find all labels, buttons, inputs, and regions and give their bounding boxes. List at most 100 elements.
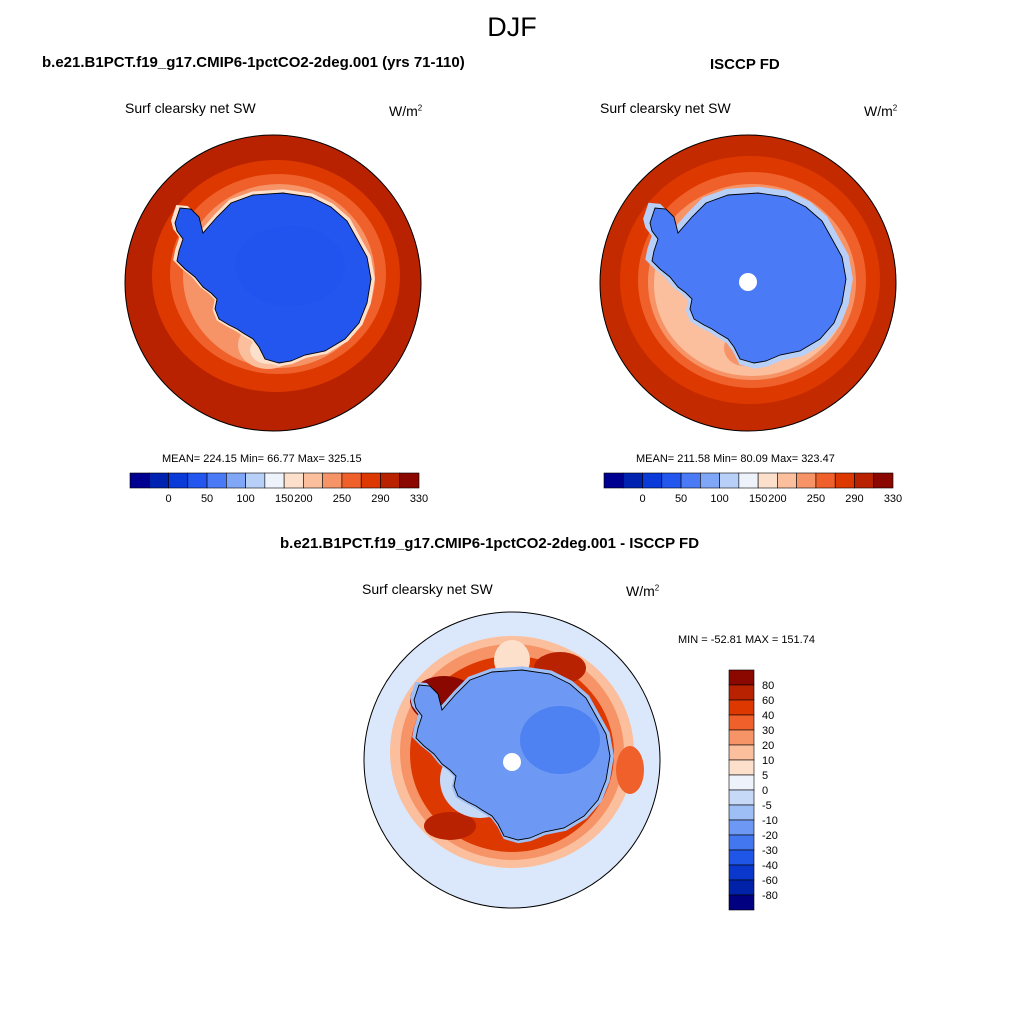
panel1-colorbar-tick: 250: [333, 493, 351, 505]
diff-colorbar-label: 10: [762, 755, 774, 767]
panel1-variable: Surf clearsky net SW: [125, 100, 256, 116]
panel2-colorbar-tick: 50: [675, 493, 687, 505]
panel2-colorbar-tick: 330: [884, 493, 902, 505]
panel2-colorbar: 0 50 100 150 200 250 290 330: [603, 472, 902, 505]
panel2-colorbar-box: [796, 472, 817, 489]
map-difference: [363, 611, 661, 909]
panel2-colorbar-tick: 250: [807, 493, 825, 505]
diff-colorbar-box: [728, 699, 755, 716]
panel1-case-title: b.e21.B1PCT.f19_g17.CMIP6-1pctCO2-2deg.0…: [42, 54, 465, 71]
panel1-colorbar-tick: 290: [371, 493, 389, 505]
map-panel1: [124, 134, 422, 432]
diff-colorbar-label: -30: [762, 845, 778, 857]
panel1-colorbar-tick: 50: [201, 493, 213, 505]
diff-colorbar-box: [728, 789, 755, 806]
panel2-colorbar-tick: 200: [768, 493, 786, 505]
diff-units: W/m2: [626, 583, 660, 599]
diff-colorbar-box: [728, 864, 755, 881]
panel1-colorbar-box: [360, 472, 381, 489]
diff-colorbar-box: [728, 744, 755, 761]
panel1-colorbar-box: [341, 472, 362, 489]
diff-variable: Surf clearsky net SW: [362, 581, 493, 597]
diff-colorbar-box: [728, 804, 755, 821]
panel2-colorbar-tick: 290: [845, 493, 863, 505]
diff-colorbar-label: 30: [762, 725, 774, 737]
panel1-units: W/m2: [389, 103, 423, 119]
p2-pole-gap: [739, 273, 757, 291]
diff-colorbar: 80 60 40 30 20 10 5 0 -5 -10 -20 -30 -40 -60 -80: [728, 669, 778, 911]
diff-colorbar-box: [728, 684, 755, 701]
diff-colorbar-label: 40: [762, 710, 774, 722]
diff-colorbar-box: [728, 774, 755, 791]
panel2-colorbar-tick: 150: [749, 493, 767, 505]
diff-map-border: [363, 611, 661, 909]
p1-map-border: [124, 134, 422, 432]
panel2-colorbar-box: [757, 472, 778, 489]
panel2-colorbar-box: [622, 472, 643, 489]
panel1-colorbar-box: [187, 472, 208, 489]
diff-colorbar-label: 5: [762, 770, 768, 782]
diff-pole-gap: [503, 753, 521, 771]
diff-colorbar-label: -5: [762, 800, 772, 812]
panel2-colorbar-box: [700, 472, 720, 489]
panel2-colorbar-tick: 0: [639, 493, 645, 505]
panel2-colorbar-box: [873, 472, 894, 489]
diff-interior-low: [520, 706, 600, 774]
diff-case-title: b.e21.B1PCT.f19_g17.CMIP6-1pctCO2-2deg.0…: [280, 535, 700, 552]
diff-colorbar-box: [728, 729, 755, 746]
panel2-stats: MEAN= 211.58 Min= 80.09 Max= 323.47: [636, 453, 835, 465]
diff-colorbar-label: 60: [762, 695, 774, 707]
diff-east-patch: [616, 746, 644, 794]
panel1-colorbar-box: [283, 472, 304, 489]
panel2-variable: Surf clearsky net SW: [600, 100, 731, 116]
panel1-colorbar-box: [129, 472, 150, 489]
panel2-colorbar-box: [738, 472, 759, 489]
diff-colorbar-label: -80: [762, 890, 778, 902]
panel1-colorbar-tick: 150: [275, 493, 293, 505]
panel2-colorbar-box: [642, 472, 663, 489]
panel1-colorbar-box: [245, 472, 266, 489]
panel2-colorbar-box: [680, 472, 701, 489]
figure-title: DJF: [487, 12, 537, 42]
diff-colorbar-box: [728, 669, 755, 686]
panel1-colorbar-box: [399, 472, 420, 489]
panel1-colorbar: 0 50 100 150 200 250 290 330: [129, 472, 428, 505]
diff-stats: MIN = -52.81 MAX = 151.74: [678, 634, 815, 646]
map-panel2: [599, 134, 897, 432]
p2-map-border: [599, 134, 897, 432]
panel2-colorbar-tick: 100: [710, 493, 728, 505]
panel1-colorbar-box: [168, 472, 189, 489]
panel2-colorbar-box: [719, 472, 740, 489]
panel1-colorbar-box: [322, 472, 343, 489]
diff-colorbar-box: [728, 894, 755, 911]
panel2-colorbar-box: [777, 472, 797, 489]
panel2-colorbar-box: [815, 472, 836, 489]
panel1-colorbar-tick: 330: [410, 493, 428, 505]
panel2-colorbar-box: [603, 472, 624, 489]
diff-colorbar-box: [728, 834, 755, 851]
panel1-colorbar-box: [380, 472, 401, 489]
diff-colorbar-box: [728, 819, 755, 836]
diff-max-south: [424, 812, 476, 840]
diff-colorbar-label: -20: [762, 830, 778, 842]
diff-colorbar-label: -10: [762, 815, 778, 827]
panel2-colorbar-box: [661, 472, 682, 489]
p1-interior: [235, 226, 345, 306]
panel1-stats: MEAN= 224.15 Min= 66.77 Max= 325.15: [162, 453, 362, 465]
panel1-colorbar-box: [264, 472, 285, 489]
panel1-colorbar-box: [148, 472, 169, 489]
diff-colorbar-label: 20: [762, 740, 774, 752]
diff-colorbar-label: 80: [762, 680, 774, 692]
panel1-colorbar-box: [226, 472, 246, 489]
panel1-colorbar-box: [303, 472, 323, 489]
diff-colorbar-box: [728, 759, 755, 776]
panel1-colorbar-tick: 200: [294, 493, 312, 505]
panel1-colorbar-tick: 100: [236, 493, 254, 505]
diff-colorbar-label: -60: [762, 875, 778, 887]
panel2-units: W/m2: [864, 103, 898, 119]
panel2-colorbar-box: [854, 472, 875, 489]
diff-colorbar-box: [728, 849, 755, 866]
diff-colorbar-label: -40: [762, 860, 778, 872]
panel2-case-title: ISCCP FD: [710, 56, 780, 73]
